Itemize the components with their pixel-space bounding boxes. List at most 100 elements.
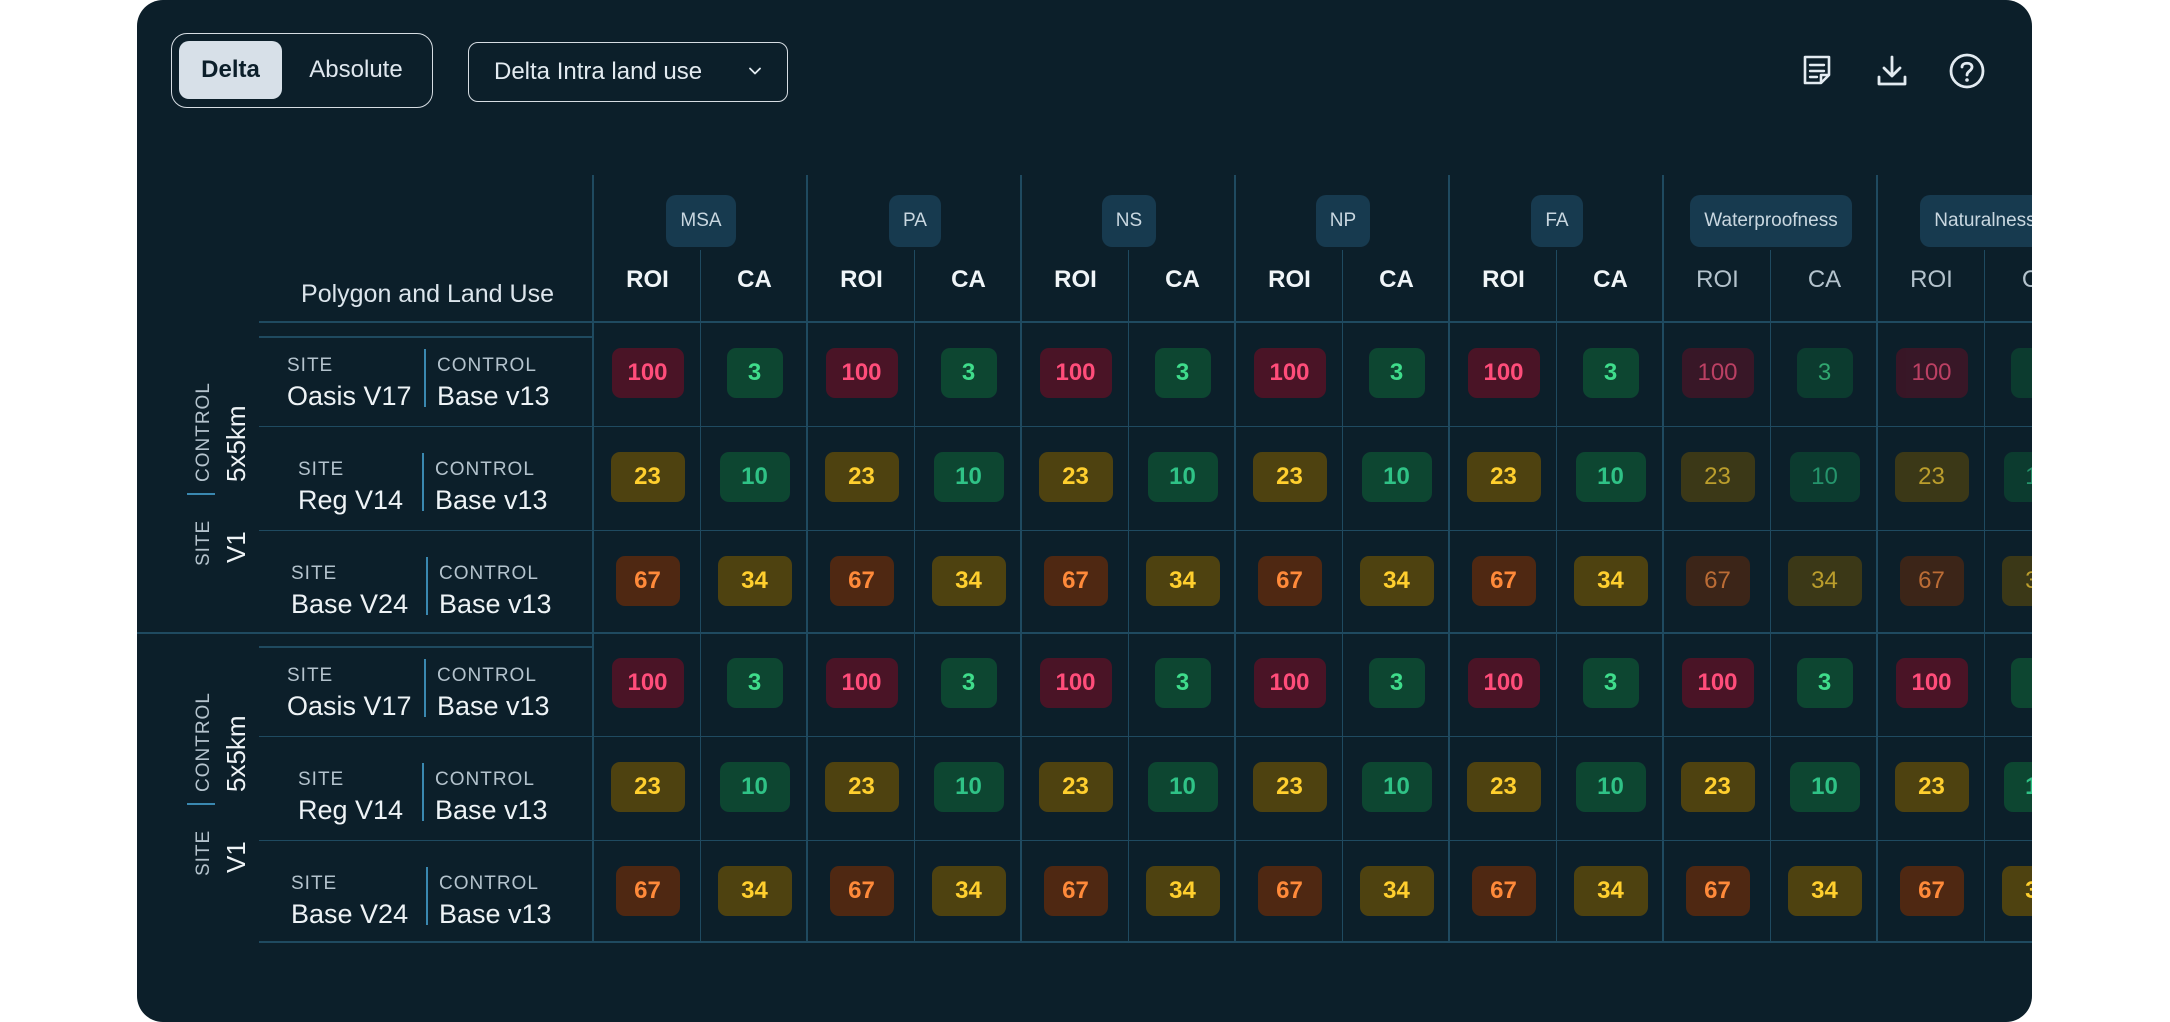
roi-value-cell[interactable]: 23 (610, 452, 685, 502)
ca-value-cell[interactable]: 34 (717, 866, 792, 916)
metric-group-chip[interactable]: NS (1101, 195, 1157, 247)
ca-value-cell[interactable]: 3 (1582, 658, 1639, 708)
metric-group-chip[interactable]: PA (889, 195, 941, 247)
ca-value-cell[interactable]: 10 (1789, 762, 1860, 812)
ca-value-cell[interactable]: 10 (1789, 452, 1860, 502)
roi-value-cell[interactable]: 67 (615, 866, 680, 916)
absolute-toggle-button[interactable]: Absolute (309, 56, 403, 83)
ca-value-cell[interactable]: 10 (1147, 452, 1218, 502)
ca-value-cell[interactable]: 10 (719, 452, 790, 502)
column-header-ca[interactable]: CA (1807, 266, 1842, 293)
roi-value-cell[interactable]: 100 (825, 348, 898, 398)
roi-value-cell[interactable]: 23 (1894, 452, 1969, 502)
roi-value-cell[interactable]: 100 (1253, 348, 1326, 398)
metric-group-chip[interactable]: Naturalness (1920, 195, 2032, 247)
roi-value-cell[interactable]: 67 (615, 556, 680, 606)
ca-value-cell[interactable]: 34 (2001, 556, 2032, 606)
ca-value-cell[interactable]: 10 (1361, 762, 1432, 812)
ca-value-cell[interactable]: 34 (1787, 866, 1862, 916)
ca-value-cell[interactable]: 34 (717, 556, 792, 606)
ca-value-cell[interactable]: 10 (933, 452, 1004, 502)
metric-group-chip[interactable]: MSA (666, 195, 736, 247)
ca-value-cell[interactable]: 10 (1147, 762, 1218, 812)
download-icon[interactable] (1872, 51, 1912, 91)
ca-value-cell[interactable]: 10 (719, 762, 790, 812)
column-header-ca[interactable]: CA (1593, 266, 1628, 293)
roi-value-cell[interactable]: 67 (1471, 556, 1536, 606)
ca-value-cell[interactable]: 34 (931, 556, 1006, 606)
metric-group-chip[interactable]: Waterproofness (1690, 195, 1852, 247)
roi-value-cell[interactable]: 100 (611, 658, 684, 708)
roi-value-cell[interactable]: 23 (1894, 762, 1969, 812)
roi-value-cell[interactable]: 23 (824, 762, 899, 812)
roi-value-cell[interactable]: 23 (1466, 762, 1541, 812)
column-header-roi[interactable]: ROI (1482, 266, 1525, 293)
ca-value-cell[interactable]: 3 (1796, 658, 1853, 708)
ca-value-cell[interactable]: 34 (1145, 866, 1220, 916)
column-header-ca[interactable]: CA (1379, 266, 1414, 293)
ca-value-cell[interactable]: 34 (1573, 866, 1648, 916)
ca-value-cell[interactable]: 34 (931, 866, 1006, 916)
roi-value-cell[interactable]: 23 (1466, 452, 1541, 502)
ca-value-cell[interactable]: 10 (1575, 452, 1646, 502)
ca-value-cell[interactable]: 10 (2003, 762, 2032, 812)
ca-value-cell[interactable]: 34 (1145, 556, 1220, 606)
roi-value-cell[interactable]: 23 (610, 762, 685, 812)
ca-value-cell[interactable]: 10 (1575, 762, 1646, 812)
column-header-ca[interactable]: CA (2021, 266, 2032, 293)
roi-value-cell[interactable]: 100 (611, 348, 684, 398)
roi-value-cell[interactable]: 67 (1471, 866, 1536, 916)
column-header-roi[interactable]: ROI (1910, 266, 1953, 293)
column-header-roi[interactable]: ROI (840, 266, 883, 293)
ca-value-cell[interactable]: 3 (726, 658, 783, 708)
ca-value-cell[interactable]: 34 (1359, 866, 1434, 916)
ca-value-cell[interactable]: 34 (1573, 556, 1648, 606)
delta-toggle-button[interactable]: Delta (179, 41, 282, 99)
roi-value-cell[interactable]: 100 (1467, 658, 1540, 708)
roi-value-cell[interactable]: 23 (1252, 452, 1327, 502)
roi-value-cell[interactable]: 23 (1680, 762, 1755, 812)
ca-value-cell[interactable]: 3 (1154, 348, 1211, 398)
column-header-ca[interactable]: CA (1165, 266, 1200, 293)
notes-icon[interactable] (1797, 51, 1837, 91)
metric-group-chip[interactable]: NP (1315, 195, 1371, 247)
roi-value-cell[interactable]: 100 (1039, 658, 1112, 708)
ca-value-cell[interactable]: 3 (1154, 658, 1211, 708)
roi-value-cell[interactable]: 23 (824, 452, 899, 502)
roi-value-cell[interactable]: 67 (1043, 866, 1108, 916)
roi-value-cell[interactable]: 100 (1681, 658, 1754, 708)
ca-value-cell[interactable]: 10 (1361, 452, 1432, 502)
roi-value-cell[interactable]: 67 (1257, 556, 1322, 606)
roi-value-cell[interactable]: 100 (1895, 348, 1968, 398)
help-icon[interactable] (1947, 51, 1987, 91)
column-header-ca[interactable]: CA (951, 266, 986, 293)
roi-value-cell[interactable]: 100 (825, 658, 898, 708)
roi-value-cell[interactable]: 100 (1681, 348, 1754, 398)
column-header-roi[interactable]: ROI (1268, 266, 1311, 293)
roi-value-cell[interactable]: 67 (1685, 556, 1750, 606)
roi-value-cell[interactable]: 67 (1685, 866, 1750, 916)
metric-group-chip[interactable]: FA (1531, 195, 1583, 247)
ca-value-cell[interactable]: 3 (1582, 348, 1639, 398)
column-header-ca[interactable]: CA (737, 266, 772, 293)
ca-value-cell[interactable]: 10 (933, 762, 1004, 812)
roi-value-cell[interactable]: 23 (1680, 452, 1755, 502)
roi-value-cell[interactable]: 67 (1043, 556, 1108, 606)
ca-value-cell[interactable]: 10 (2003, 452, 2032, 502)
ca-value-cell[interactable]: 34 (1359, 556, 1434, 606)
roi-value-cell[interactable]: 23 (1252, 762, 1327, 812)
roi-value-cell[interactable]: 100 (1467, 348, 1540, 398)
roi-value-cell[interactable]: 100 (1895, 658, 1968, 708)
ca-value-cell[interactable]: 3 (2010, 348, 2032, 398)
ca-value-cell[interactable]: 34 (1787, 556, 1862, 606)
roi-value-cell[interactable]: 67 (829, 556, 894, 606)
roi-value-cell[interactable]: 23 (1038, 452, 1113, 502)
ca-value-cell[interactable]: 34 (2001, 866, 2032, 916)
ca-value-cell[interactable]: 3 (940, 348, 997, 398)
ca-value-cell[interactable]: 3 (1368, 658, 1425, 708)
roi-value-cell[interactable]: 100 (1253, 658, 1326, 708)
comparison-dropdown[interactable]: Delta Intra land use (468, 42, 788, 102)
ca-value-cell[interactable]: 3 (940, 658, 997, 708)
roi-value-cell[interactable]: 67 (1257, 866, 1322, 916)
column-header-roi[interactable]: ROI (626, 266, 669, 293)
